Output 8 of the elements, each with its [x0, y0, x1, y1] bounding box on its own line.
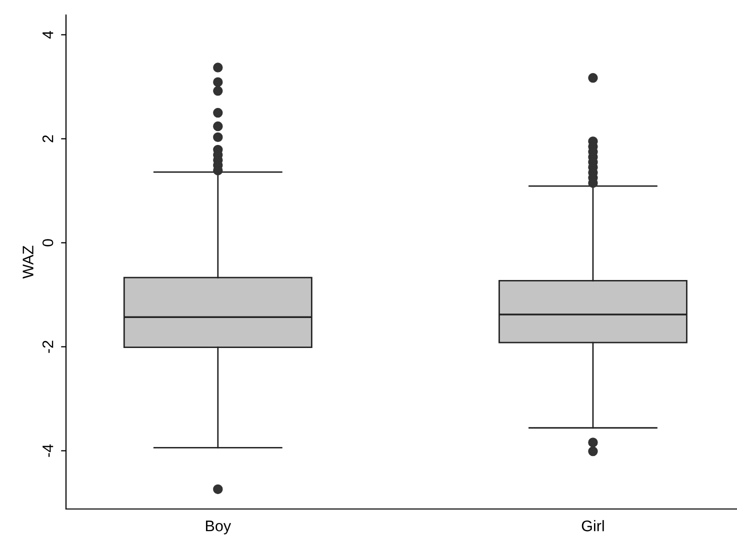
x-tick-label: Girl	[582, 520, 604, 532]
y-tick-label: 0	[42, 239, 54, 246]
y-tick-label: 4	[42, 30, 54, 39]
y-tick-label: -4	[42, 444, 54, 457]
x-tick-label: Boy	[206, 520, 232, 534]
y-tick-label: 2	[42, 135, 54, 142]
y-tick-label: -2	[42, 340, 54, 353]
y-axis-title: WAZ	[22, 246, 34, 279]
